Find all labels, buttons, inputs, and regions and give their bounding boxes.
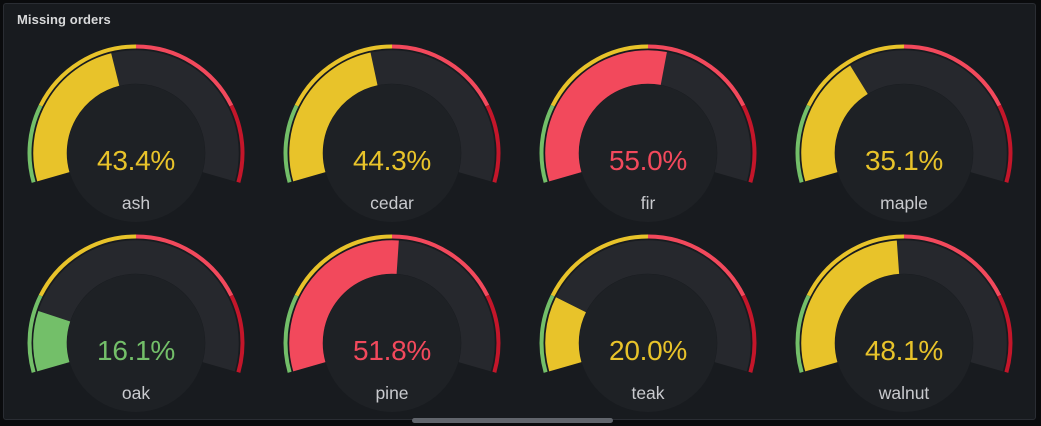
- gauge-value: 51.8%: [353, 335, 431, 366]
- gauge-value-arc: [801, 240, 900, 372]
- gauge-threshold-band-green: [539, 104, 555, 183]
- gauge-threshold-band-red: [391, 44, 490, 107]
- gauge-threshold-band-yellow: [294, 234, 393, 297]
- gauge-threshold-band-dark_red: [229, 294, 245, 373]
- gauge-label: fir: [641, 193, 656, 213]
- gauge-threshold-band-yellow: [294, 44, 393, 107]
- gauge-threshold-band-dark_red: [485, 294, 501, 373]
- gauge-value-arc: [545, 50, 667, 182]
- gauge-value: 16.1%: [97, 335, 175, 366]
- gauge-threshold-band-dark_red: [229, 104, 245, 183]
- gauge-cell-pine: 51.8% pine: [264, 227, 520, 417]
- gauge-value-arc: [801, 65, 869, 182]
- gauge-label: maple: [880, 193, 928, 213]
- gauge-threshold-band-red: [647, 234, 746, 297]
- gauge-cell-cedar: 44.3% cedar: [264, 37, 520, 227]
- panel-header[interactable]: Missing orders: [4, 4, 1035, 34]
- gauge-threshold-band-dark_red: [485, 104, 501, 183]
- gauge-threshold-band-red: [647, 44, 746, 107]
- gauge-cell-walnut: 48.1% walnut: [776, 227, 1032, 417]
- gauge-svg-maple: 35.1% maple: [795, 44, 1013, 213]
- gauge-threshold-band-yellow: [38, 44, 137, 107]
- gauge-label: oak: [122, 383, 150, 403]
- gauge-svg-ash: 43.4% ash: [27, 44, 245, 213]
- gauge-value: 43.4%: [97, 145, 175, 176]
- gauge-value: 20.0%: [609, 335, 687, 366]
- gauge-threshold-band-red: [903, 234, 1002, 297]
- gauge-threshold-band-yellow: [806, 44, 905, 107]
- horizontal-scrollbar-thumb[interactable]: [412, 418, 613, 423]
- gauge-label: pine: [375, 383, 408, 403]
- gauge-cell-oak: 16.1% oak: [8, 227, 264, 417]
- gauge-value: 44.3%: [353, 145, 431, 176]
- gauge-label: walnut: [878, 383, 930, 403]
- gauge-grid: 43.4% ash 44.3% cedar 55.0% fir 35.1% maple 16.1…: [8, 37, 1031, 415]
- gauge-svg-fir: 55.0% fir: [539, 44, 757, 213]
- gauge-threshold-band-green: [795, 104, 811, 183]
- gauge-svg-walnut: 48.1% walnut: [795, 234, 1013, 403]
- gauge-threshold-band-dark_red: [741, 294, 757, 373]
- gauge-svg-oak: 16.1% oak: [27, 234, 245, 403]
- gauge-threshold-band-dark_red: [741, 104, 757, 183]
- gauge-threshold-band-dark_red: [997, 294, 1013, 373]
- gauge-threshold-band-green: [27, 104, 43, 183]
- gauge-cell-ash: 43.4% ash: [8, 37, 264, 227]
- gauge-threshold-band-green: [27, 294, 43, 373]
- gauge-threshold-band-yellow: [38, 234, 137, 297]
- gauge-threshold-band-red: [135, 44, 234, 107]
- gauge-cell-fir: 55.0% fir: [520, 37, 776, 227]
- gauge-svg-cedar: 44.3% cedar: [283, 44, 501, 213]
- gauge-value-arc: [33, 311, 71, 372]
- gauge-label: cedar: [370, 193, 414, 213]
- gauge-threshold-band-green: [283, 104, 299, 183]
- gauge-cell-maple: 35.1% maple: [776, 37, 1032, 227]
- gauge-threshold-band-red: [903, 44, 1002, 107]
- gauge-threshold-band-yellow: [550, 234, 649, 297]
- gauge-threshold-band-red: [135, 234, 234, 297]
- gauge-value: 35.1%: [865, 145, 943, 176]
- gauge-threshold-band-yellow: [806, 234, 905, 297]
- gauge-threshold-band-red: [391, 234, 490, 297]
- panel-title: Missing orders: [17, 11, 111, 27]
- gauge-value: 48.1%: [865, 335, 943, 366]
- gauge-value-arc: [289, 52, 379, 182]
- gauge-value-arc: [545, 297, 587, 372]
- dashboard-panel: Missing orders 43.4% ash 44.3% cedar 55.0% fi…: [3, 3, 1036, 420]
- gauge-svg-teak: 20.0% teak: [539, 234, 757, 403]
- gauge-label: ash: [122, 193, 150, 213]
- gauge-threshold-band-green: [539, 294, 555, 373]
- gauge-threshold-band-green: [795, 294, 811, 373]
- gauge-svg-pine: 51.8% pine: [283, 234, 501, 403]
- gauge-value-arc: [289, 240, 399, 372]
- gauge-threshold-band-dark_red: [997, 104, 1013, 183]
- gauge-cell-teak: 20.0% teak: [520, 227, 776, 417]
- gauge-label: teak: [631, 383, 664, 403]
- gauge-value: 55.0%: [609, 145, 687, 176]
- gauge-value-arc: [33, 53, 120, 182]
- gauge-threshold-band-yellow: [550, 44, 649, 107]
- gauge-threshold-band-green: [283, 294, 299, 373]
